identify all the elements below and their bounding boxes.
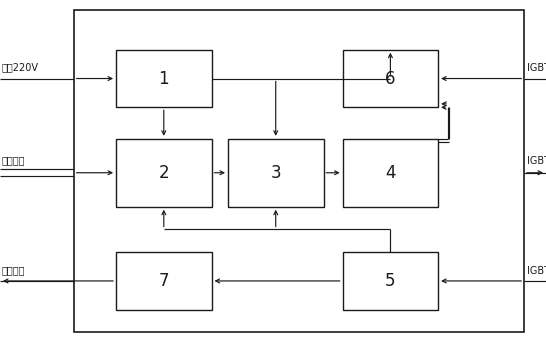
Text: 报警输出: 报警输出 (1, 265, 25, 275)
Bar (74, 10, 524, 332)
Text: IGBT的G、E极: IGBT的G、E极 (527, 265, 546, 275)
Text: 光纤输入: 光纤输入 (1, 156, 25, 165)
Text: IGBT的G、E极: IGBT的G、E极 (527, 156, 546, 165)
Text: IGBT的C极: IGBT的C极 (527, 62, 546, 72)
Bar (116, 252, 211, 310)
Text: 6: 6 (385, 69, 396, 88)
Text: 5: 5 (385, 272, 396, 290)
Text: 2: 2 (158, 164, 169, 182)
Text: 7: 7 (158, 272, 169, 290)
Text: 4: 4 (385, 164, 396, 182)
Text: 3: 3 (270, 164, 281, 182)
Text: 交流220V: 交流220V (1, 62, 38, 72)
Bar (116, 139, 211, 207)
Text: 1: 1 (158, 69, 169, 88)
Bar (228, 139, 323, 207)
Bar (116, 50, 211, 107)
Bar (343, 139, 438, 207)
Bar (343, 50, 438, 107)
Bar (343, 252, 438, 310)
